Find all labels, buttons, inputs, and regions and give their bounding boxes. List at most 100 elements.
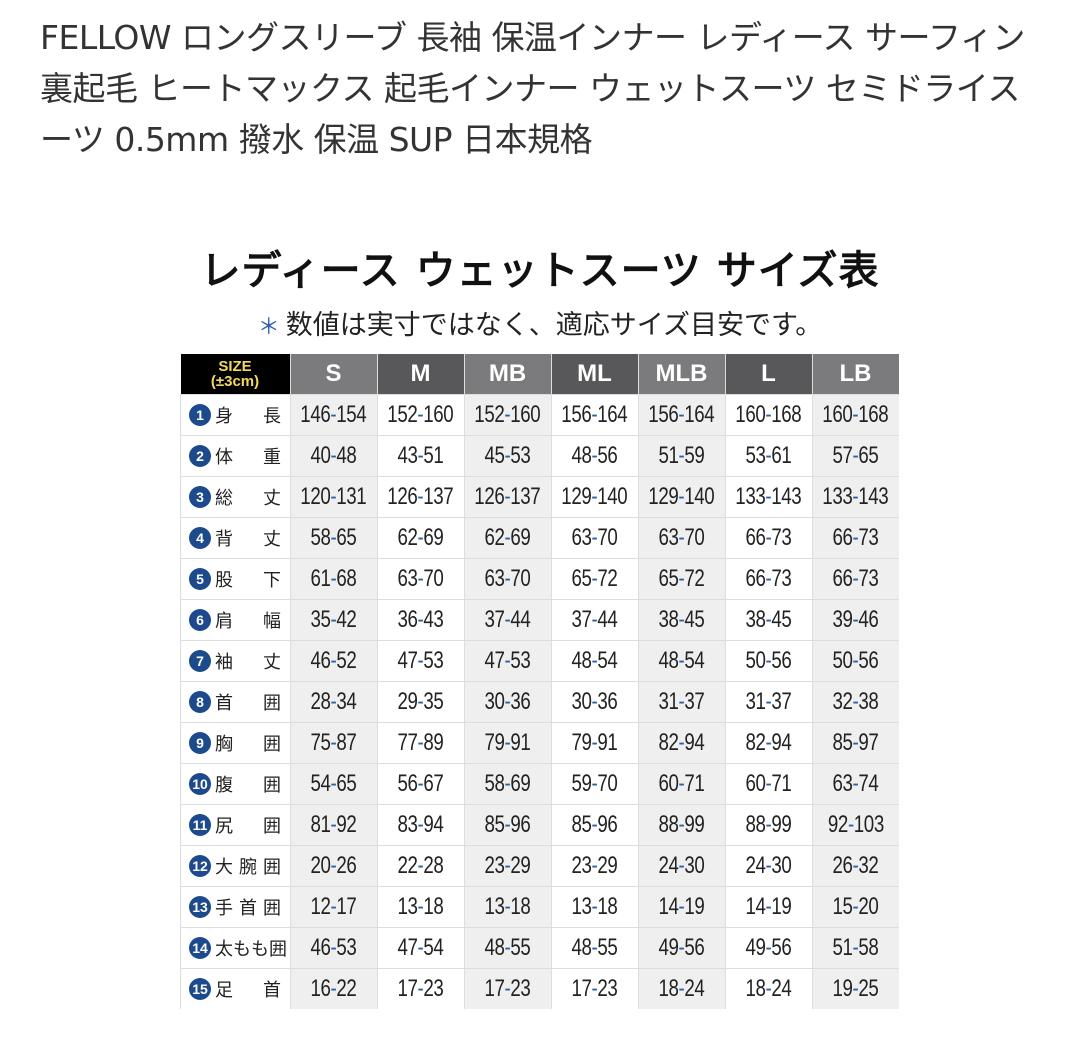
table-cell: 66-73 [811,558,899,600]
cell-value: 59-70 [571,770,618,797]
cell-value: 47-54 [397,934,444,961]
row-label: 11 尻囲 [180,804,290,846]
table-row: 11 尻囲 81-92 83-94 85-96 85-96 88-99 88-99 92-103 [180,804,899,846]
cell-value: 62-69 [397,524,444,551]
cell-value: 18-24 [658,975,705,1002]
table-cell: 48-55 [550,927,638,969]
row-label-text: 首囲 [215,693,281,714]
table-cell: 31-37 [724,681,812,723]
row-label-text: 総丈 [215,488,281,509]
cell-value: 23-29 [571,852,618,879]
row-label: 15 足首 [180,968,290,1009]
row-number-badge: 13 [189,896,211,918]
cell-value: 17-23 [571,975,618,1002]
table-cell: 57-65 [811,435,899,477]
cell-value: 13-18 [484,893,531,920]
cell-value: 22-28 [397,852,444,879]
row-label: 8 首囲 [180,681,290,723]
table-cell: 23-29 [550,845,638,887]
row-label: 14 太もも囲 [180,927,290,969]
cell-value: 30-36 [484,688,531,715]
table-row: 15 足首 16-22 17-23 17-23 17-23 18-24 18-24 19-25 [180,968,899,1009]
table-cell: 65-72 [637,558,725,600]
row-label-text: 身長 [215,406,281,427]
cell-value: 29-35 [397,688,444,715]
row-label-text: 肩幅 [215,611,281,632]
table-cell: 37-44 [550,599,638,641]
row-number-badge: 2 [189,445,211,467]
cell-value: 16-22 [310,975,357,1002]
cell-value: 30-36 [571,688,618,715]
table-cell: 50-56 [811,640,899,682]
cell-value: 28-34 [310,688,357,715]
row-label-text: 股下 [215,570,281,591]
cell-value: 63-70 [571,524,618,551]
row-label-text: 腹囲 [215,775,281,796]
column-header-lb: LB [811,354,899,395]
table-cell: 38-45 [637,599,725,641]
cell-value: 50-56 [745,647,792,674]
cell-value: 85-96 [484,811,531,838]
cell-value: 46-53 [310,934,357,961]
table-cell: 23-29 [463,845,551,887]
cell-value: 47-53 [397,647,444,674]
row-label: 3 総丈 [180,476,290,518]
table-cell: 129-140 [550,476,638,518]
table-cell: 30-36 [550,681,638,723]
cell-value: 31-37 [658,688,705,715]
row-label-text: 足首 [215,980,281,1001]
table-cell: 12-17 [289,886,377,928]
cell-value: 57-65 [832,442,879,469]
table-cell: 129-140 [637,476,725,518]
table-cell: 92-103 [811,804,899,846]
cell-value: 17-23 [484,975,531,1002]
table-cell: 66-73 [811,517,899,559]
cell-value: 35-42 [310,606,357,633]
column-header-m: M [376,354,464,395]
cell-value: 75-87 [310,729,357,756]
table-cell: 126-137 [463,476,551,518]
table-cell: 40-48 [289,435,377,477]
cell-value: 58-65 [310,524,357,551]
row-label: 7 袖丈 [180,640,290,682]
table-cell: 62-69 [376,517,464,559]
table-cell: 54-65 [289,763,377,805]
row-label-text: 体重 [215,447,281,468]
table-cell: 60-71 [724,763,812,805]
table-row: 10 腹囲 54-65 56-67 58-69 59-70 60-71 60-71 63-74 [180,763,899,805]
table-cell: 49-56 [724,927,812,969]
row-label: 9 胸囲 [180,722,290,764]
size-label: SIZE [218,358,252,375]
table-cell: 133-143 [724,476,812,518]
cell-value: 48-55 [571,934,618,961]
cell-value: 48-56 [571,442,618,469]
table-cell: 66-73 [724,558,812,600]
cell-value: 66-73 [832,524,879,551]
table-cell: 82-94 [637,722,725,764]
row-label: 13 手首囲 [180,886,290,928]
table-cell: 31-37 [637,681,725,723]
table-cell: 53-61 [724,435,812,477]
table-cell: 63-70 [550,517,638,559]
table-row: 8 首囲 28-34 29-35 30-36 30-36 31-37 31-37 32-38 [180,681,899,723]
table-cell: 48-56 [550,435,638,477]
cell-value: 49-56 [658,934,705,961]
row-label-text: 手首囲 [215,898,281,919]
cell-value: 19-25 [832,975,879,1002]
table-cell: 126-137 [376,476,464,518]
cell-value: 58-69 [484,770,531,797]
table-cell: 48-54 [550,640,638,682]
cell-value: 126-137 [387,483,454,510]
cell-value: 47-53 [484,647,531,674]
table-cell: 13-18 [550,886,638,928]
table-cell: 43-51 [376,435,464,477]
cell-value: 160-168 [735,401,802,428]
cell-value: 14-19 [745,893,792,920]
tolerance-label: (±3cm) [210,373,260,390]
table-cell: 156-164 [637,394,725,436]
table-cell: 16-22 [289,968,377,1009]
cell-value: 49-56 [745,934,792,961]
table-cell: 24-30 [637,845,725,887]
table-cell: 160-168 [724,394,812,436]
table-cell: 47-54 [376,927,464,969]
